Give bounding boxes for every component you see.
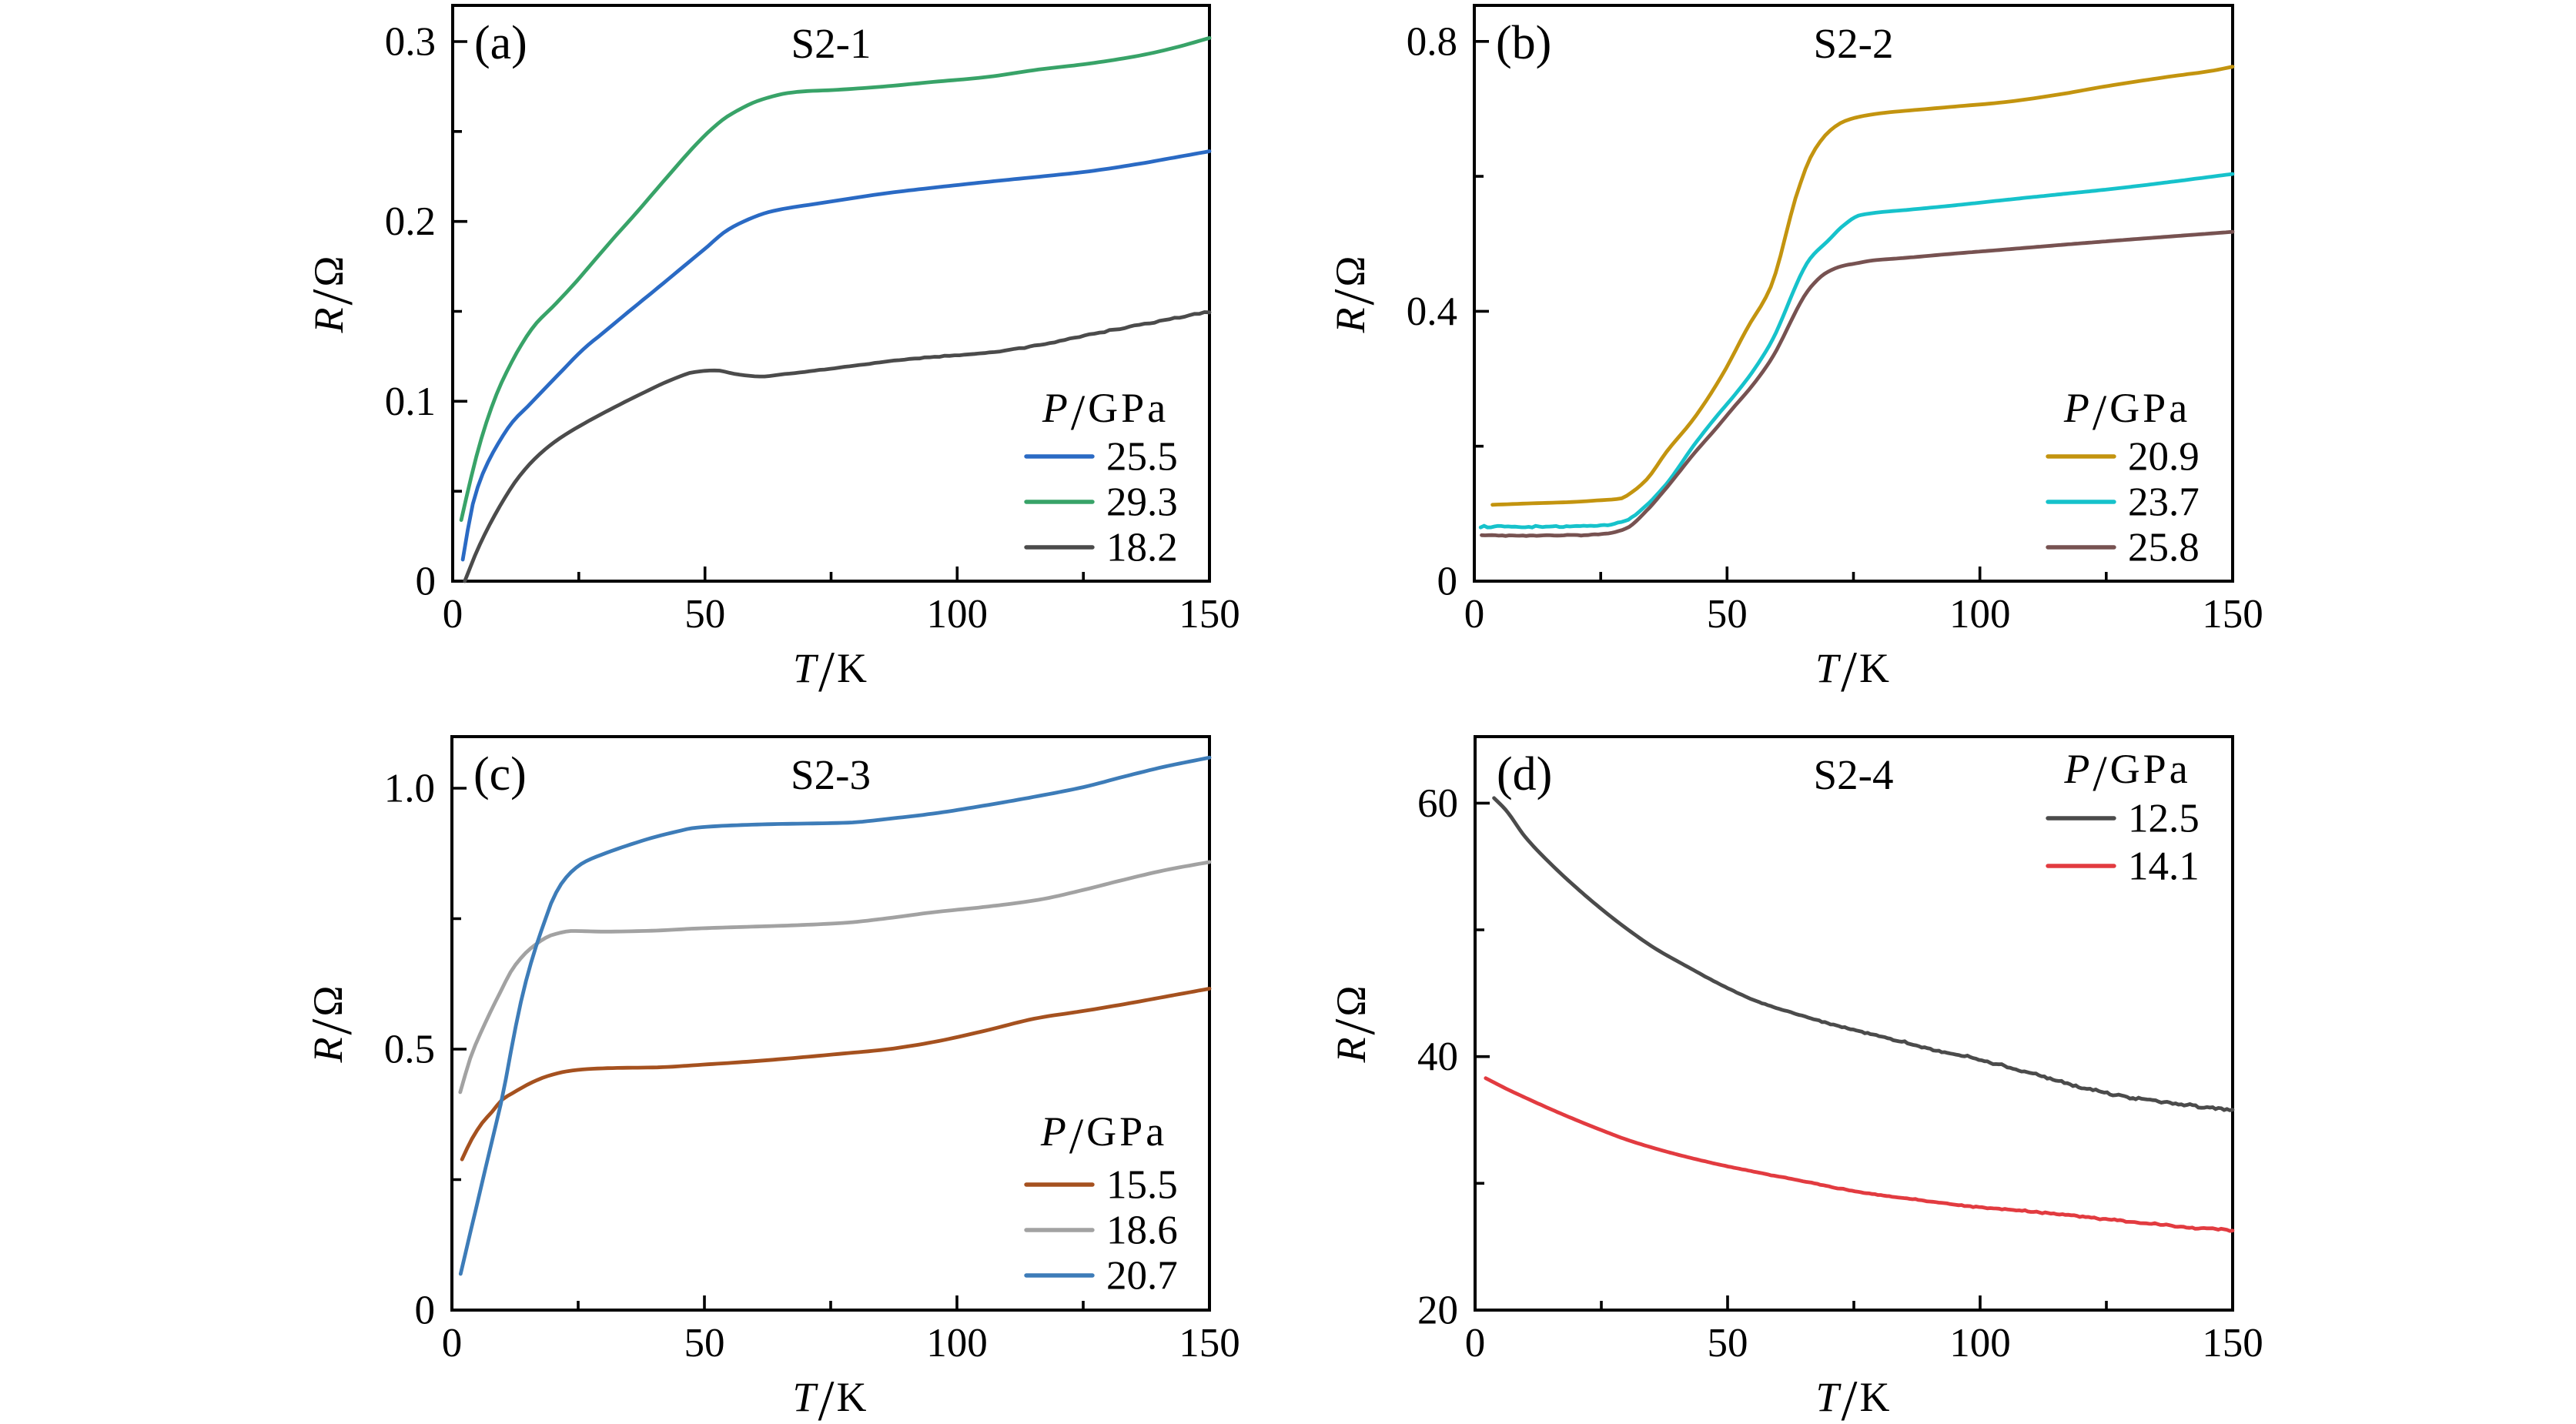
- svg-text:T/K: T/K: [1815, 640, 1892, 704]
- svg-text:R/Ω: R/Ω: [301, 254, 365, 334]
- svg-text:T/K: T/K: [1816, 1369, 1892, 1424]
- svg-text:0: 0: [1464, 592, 1485, 637]
- svg-text:0.2: 0.2: [385, 199, 436, 244]
- svg-text:150: 150: [1179, 592, 1240, 637]
- svg-text:0: 0: [416, 560, 437, 604]
- svg-text:(b): (b): [1496, 17, 1551, 69]
- svg-text:0.5: 0.5: [384, 1028, 435, 1072]
- svg-text:S2-4: S2-4: [1814, 751, 1894, 798]
- svg-text:23.7: 23.7: [2128, 480, 2200, 525]
- svg-text:50: 50: [1708, 1321, 1748, 1366]
- svg-text:1.0: 1.0: [384, 767, 435, 811]
- svg-text:20: 20: [1417, 1289, 1458, 1333]
- svg-text:20.7: 20.7: [1106, 1254, 1178, 1299]
- svg-text:S2-2: S2-2: [1814, 20, 1894, 67]
- svg-text:R/Ω: R/Ω: [1323, 984, 1387, 1064]
- svg-text:20.9: 20.9: [2128, 435, 2200, 480]
- svg-text:40: 40: [1417, 1035, 1458, 1079]
- svg-text:18.6: 18.6: [1106, 1208, 1178, 1253]
- svg-text:T/K: T/K: [793, 640, 869, 704]
- svg-text:0: 0: [443, 592, 463, 637]
- svg-text:0.3: 0.3: [385, 20, 436, 65]
- svg-text:100: 100: [1949, 592, 2011, 637]
- svg-text:P/GPa: P/GPa: [2063, 385, 2190, 441]
- svg-text:15.5: 15.5: [1106, 1163, 1178, 1208]
- svg-text:150: 150: [1179, 1321, 1240, 1366]
- svg-text:100: 100: [1949, 1321, 2011, 1366]
- svg-text:50: 50: [684, 1321, 725, 1366]
- svg-text:18.2: 18.2: [1106, 526, 1178, 570]
- svg-text:100: 100: [927, 592, 989, 637]
- svg-text:P/GPa: P/GPa: [1042, 385, 1169, 441]
- svg-text:100: 100: [926, 1321, 988, 1366]
- svg-text:0.1: 0.1: [385, 379, 436, 424]
- svg-text:60: 60: [1417, 781, 1458, 826]
- svg-text:T/K: T/K: [793, 1369, 869, 1424]
- svg-text:0: 0: [415, 1289, 436, 1333]
- svg-text:50: 50: [684, 592, 725, 637]
- svg-text:P/GPa: P/GPa: [1040, 1108, 1167, 1165]
- svg-text:R/Ω: R/Ω: [1323, 254, 1387, 334]
- svg-text:S2-3: S2-3: [791, 751, 871, 798]
- svg-text:P/GPa: P/GPa: [2063, 746, 2190, 802]
- svg-text:0: 0: [1437, 560, 1458, 604]
- svg-text:150: 150: [2202, 592, 2263, 637]
- svg-text:0.4: 0.4: [1407, 289, 1457, 334]
- svg-text:50: 50: [1707, 592, 1748, 637]
- svg-text:0: 0: [1465, 1321, 1486, 1366]
- svg-text:R/Ω: R/Ω: [300, 984, 364, 1064]
- svg-text:150: 150: [2202, 1321, 2263, 1366]
- svg-text:(a): (a): [474, 17, 527, 69]
- svg-text:29.3: 29.3: [1106, 480, 1178, 525]
- svg-text:(c): (c): [473, 748, 527, 801]
- svg-text:0.8: 0.8: [1407, 19, 1457, 64]
- svg-text:12.5: 12.5: [2128, 797, 2200, 841]
- svg-text:(d): (d): [1497, 748, 1552, 801]
- svg-text:14.1: 14.1: [2128, 844, 2200, 889]
- svg-text:0: 0: [442, 1321, 463, 1366]
- svg-text:25.5: 25.5: [1106, 435, 1178, 480]
- svg-text:S2-1: S2-1: [791, 20, 871, 67]
- svg-text:25.8: 25.8: [2128, 526, 2200, 570]
